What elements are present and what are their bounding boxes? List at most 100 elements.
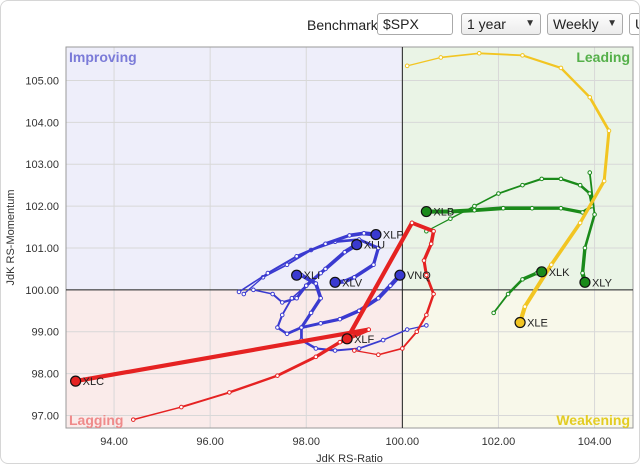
tail-segment	[323, 250, 347, 271]
label-xle: XLE	[527, 317, 548, 329]
tail-point	[251, 287, 256, 293]
tail-point	[318, 321, 323, 326]
y-tick-label: 105.00	[25, 75, 59, 87]
y-tick-label: 103.00	[25, 159, 59, 171]
tail-segment	[281, 297, 298, 304]
tail-segment	[281, 297, 293, 316]
tail-point	[529, 205, 535, 211]
y-tick-label: 98.00	[31, 369, 59, 381]
tail-segment	[521, 177, 543, 187]
label-xlk: XLK	[549, 267, 570, 279]
head-xlv	[329, 276, 341, 288]
y-tick-label: 101.00	[25, 243, 59, 255]
tail-segment	[473, 192, 500, 207]
tail-point	[130, 417, 136, 422]
tail-segment	[371, 246, 380, 267]
y-axis-label: JdK RS-Momentum	[5, 190, 17, 286]
tail-point	[438, 55, 444, 60]
tail-point	[476, 50, 482, 56]
tail-xle	[404, 50, 612, 325]
y-tick-label: 104.00	[25, 117, 59, 129]
tail-point	[587, 170, 593, 175]
tail-segment	[299, 311, 313, 330]
tail-point	[352, 274, 357, 280]
tail-segment	[314, 340, 342, 359]
tail-point	[380, 337, 386, 343]
tail-xlb	[424, 176, 595, 234]
x-tick-label: 102.00	[482, 436, 516, 448]
tail-segment	[309, 296, 323, 315]
tail-point	[520, 277, 525, 282]
tail-segment	[506, 278, 524, 296]
head-xlp	[370, 228, 382, 241]
quadrant-lagging	[66, 289, 403, 428]
benchmark-input[interactable]: $SPX	[377, 13, 453, 35]
quadrant-weakening	[402, 289, 633, 428]
more-options-button[interactable]: U	[629, 13, 639, 35]
tail-point	[313, 354, 319, 360]
frequency-select-value: Weekly	[553, 16, 599, 32]
tail-point	[472, 203, 477, 209]
tail-segment	[285, 326, 303, 336]
tail-segment	[549, 221, 582, 267]
tail-segment	[377, 347, 404, 356]
tail-point	[371, 262, 376, 268]
tail-segment	[73, 327, 371, 384]
tail-segment	[314, 281, 323, 301]
label-xlv: XLV	[342, 277, 363, 289]
tail-point	[472, 207, 477, 213]
tail-segment	[352, 262, 376, 280]
tail-segment	[338, 309, 361, 321]
frequency-select[interactable]: Weekly ▼	[547, 13, 623, 35]
y-tick-label: 100.00	[25, 285, 59, 297]
tail-point	[404, 327, 410, 332]
tail-segment	[344, 220, 415, 341]
tail-point	[236, 289, 242, 295]
tail-segment	[353, 349, 379, 356]
tail-segment	[276, 355, 318, 378]
tail-point	[431, 291, 436, 297]
tail-segment	[228, 374, 279, 394]
tail-point	[294, 295, 299, 301]
tail-segment	[305, 272, 322, 287]
tail-segment	[520, 271, 539, 282]
x-tick-label: 100.00	[386, 436, 420, 448]
head-xlu	[351, 239, 363, 251]
tail-point	[491, 310, 496, 316]
tail-point	[424, 312, 429, 318]
tail-segment	[492, 293, 509, 314]
quadrant-label-weakening: Weakening	[556, 412, 630, 428]
tail-segment	[559, 206, 585, 214]
tail-point	[241, 291, 247, 297]
head-xlf	[341, 333, 353, 345]
head-xlc	[70, 375, 82, 387]
tail-point	[424, 323, 429, 328]
tail-segment	[295, 242, 327, 258]
y-tick-label: 102.00	[25, 201, 59, 213]
quadrant-label-lagging: Lagging	[69, 412, 123, 428]
tail-point	[284, 331, 290, 337]
tail-segment	[578, 179, 606, 225]
tail-xlc	[73, 327, 372, 422]
x-tick-label: 94.00	[100, 436, 128, 448]
tail-point	[275, 373, 280, 378]
x-tick-label: 96.00	[196, 436, 224, 448]
tail-segment	[583, 213, 596, 250]
tail-segment	[425, 292, 435, 317]
tail-segment	[422, 259, 428, 277]
x-tick-label: 98.00	[292, 436, 320, 448]
tick-labels: 94.00 96.00 98.00 100.00 102.00 104.00 97.00 98…	[25, 75, 611, 448]
quadrant-label-leading: Leading	[576, 49, 630, 65]
tail-segment	[299, 321, 323, 330]
period-select[interactable]: 1 year ▼	[461, 13, 541, 35]
tail-segment	[415, 313, 428, 333]
tail-segment	[478, 52, 524, 57]
label-xly: XLY	[592, 277, 613, 289]
tail-point	[361, 231, 367, 236]
tail-point	[347, 233, 352, 238]
quadrant-labels: Improving Leading Lagging Weakening	[69, 49, 630, 428]
chevron-down-icon: ▼	[525, 18, 535, 29]
